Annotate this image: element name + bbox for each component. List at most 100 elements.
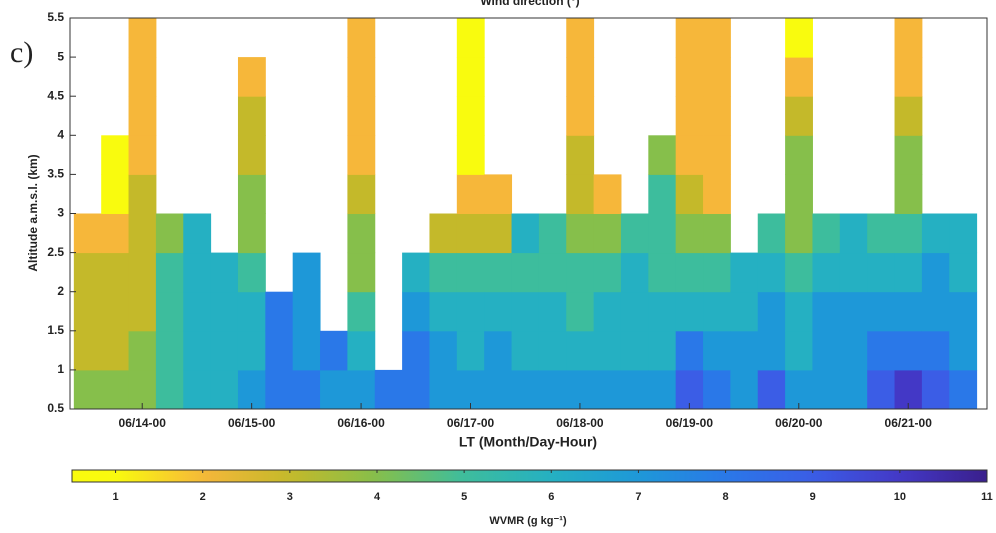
chart-title: Wind direction (°) [480, 0, 579, 8]
cell [484, 252, 513, 293]
cell [484, 369, 513, 409]
cell [894, 330, 923, 371]
cell [703, 330, 731, 371]
cell [785, 96, 813, 136]
cell [894, 252, 923, 293]
cell [757, 213, 786, 254]
cell [237, 174, 266, 214]
cell [128, 135, 157, 175]
cell [456, 369, 485, 409]
cell [320, 330, 348, 371]
colorbar-tick-label: 11 [981, 491, 993, 503]
cell [511, 291, 540, 332]
x-axis-label: LT (Month/Day-Hour) [459, 434, 597, 450]
cell [456, 291, 485, 332]
cell [785, 57, 813, 97]
y-tick-label: 4.5 [47, 88, 64, 102]
cell [566, 213, 595, 254]
cell [265, 330, 294, 371]
cell [101, 174, 130, 214]
cell [73, 330, 102, 371]
cell [210, 252, 239, 293]
cell [101, 252, 130, 293]
x-tick-label: 06/20-00 [775, 416, 823, 430]
cell [183, 213, 212, 254]
cell [566, 291, 595, 332]
colorbar-tick-label: 10 [894, 491, 906, 503]
cell [675, 18, 704, 58]
cell [456, 96, 485, 136]
cell [949, 291, 978, 332]
cell [593, 369, 622, 409]
cell [538, 213, 567, 254]
cell [949, 213, 978, 254]
cell [785, 252, 813, 293]
y-tick-label: 0.5 [47, 401, 64, 415]
cell [128, 174, 157, 214]
cell [593, 291, 622, 332]
cell [237, 252, 266, 293]
colorbar-tick-label: 9 [810, 491, 816, 503]
cell [703, 174, 731, 214]
cell [648, 291, 677, 332]
cell [921, 213, 950, 254]
cell [703, 369, 731, 409]
cell [456, 330, 485, 371]
cell [730, 369, 759, 409]
cell [757, 291, 786, 332]
cell [456, 174, 485, 214]
x-tick-label: 06/18-00 [556, 416, 604, 430]
cell [347, 330, 376, 371]
cell [538, 291, 567, 332]
cell [237, 330, 266, 371]
cell [894, 291, 923, 332]
colorbar-tick-label: 1 [113, 491, 119, 503]
colorbar-tick-label: 7 [635, 491, 641, 503]
y-tick-label: 2.5 [47, 245, 64, 259]
cell [785, 135, 813, 175]
cell [648, 252, 677, 293]
cell [839, 330, 868, 371]
cell [237, 213, 266, 254]
cells [73, 18, 978, 409]
cell [593, 174, 622, 214]
cell [675, 57, 704, 97]
cell [949, 252, 978, 293]
cell [429, 291, 458, 332]
cell [894, 18, 923, 58]
cell [566, 96, 595, 136]
cell [347, 174, 376, 214]
cell [237, 96, 266, 136]
cell [484, 213, 513, 254]
cell [566, 135, 595, 175]
cell [921, 330, 950, 371]
colorbar [71, 469, 988, 483]
cell [812, 252, 841, 293]
cell [101, 330, 130, 371]
y-tick-label: 1.5 [47, 323, 64, 337]
cell [538, 369, 567, 409]
cell [73, 369, 102, 409]
cell [566, 330, 595, 371]
cell [839, 291, 868, 332]
cell [429, 330, 458, 371]
cell [757, 330, 786, 371]
cell [757, 369, 786, 409]
cell [265, 369, 294, 409]
colorbar-tick-label: 4 [374, 491, 381, 503]
cell [867, 252, 896, 293]
colorbar-tick-label: 6 [548, 491, 554, 503]
cell [374, 369, 403, 409]
cell [429, 213, 458, 254]
cell [429, 369, 458, 409]
colorbar-tick-label: 2 [200, 491, 206, 503]
cell [347, 96, 376, 136]
cell [128, 330, 157, 371]
cell [730, 252, 759, 293]
colorbar-label: WVMR (g kg⁻¹) [489, 515, 567, 527]
cell [839, 213, 868, 254]
cell [949, 369, 978, 409]
x-tick-label: 06/19-00 [666, 416, 714, 430]
cell [894, 135, 923, 175]
